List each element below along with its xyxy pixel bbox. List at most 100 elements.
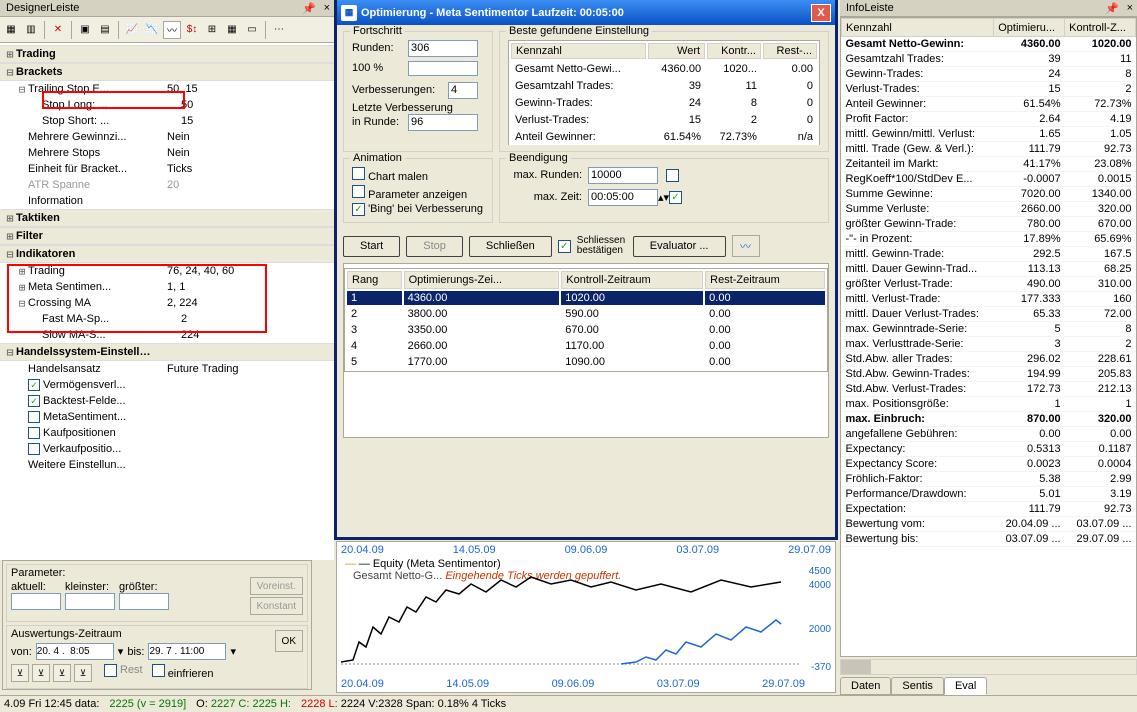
tog-1[interactable]: ⊻	[11, 664, 29, 682]
wave-icon[interactable]: 〰	[732, 235, 760, 257]
inrunde-input[interactable]	[408, 114, 478, 131]
info-tabs: Daten Sentis Eval	[840, 677, 1137, 695]
info-close-icon[interactable]: ×	[1127, 2, 1133, 14]
tree-row[interactable]: Kaufpositionen	[0, 425, 334, 441]
rest-chk[interactable]	[104, 664, 117, 677]
tree-row[interactable]: ⊞Trading	[0, 45, 334, 63]
st5v: 2224 V:2328 Span: 0.18% 4 Ticks	[341, 698, 506, 710]
tree-row[interactable]: Einheit für Bracket...Ticks	[0, 161, 334, 177]
dialog-close-icon[interactable]: X	[811, 4, 831, 22]
tool-1[interactable]: ▦	[2, 21, 20, 39]
st3: O:	[196, 698, 208, 710]
tree-row[interactable]: ✓Vermögensverl...	[0, 377, 334, 393]
tab-sentis[interactable]: Sentis	[891, 677, 944, 695]
tool-12[interactable]: ⋯	[270, 21, 288, 39]
bis-input[interactable]	[148, 643, 226, 660]
inp-kleinster[interactable]	[65, 593, 115, 610]
tree-row[interactable]: ⊞Taktiken	[0, 209, 334, 227]
info-pin-icon[interactable]: 📌	[1105, 2, 1119, 15]
tool-10[interactable]: ▦	[223, 21, 241, 39]
einf-chk[interactable]	[152, 664, 165, 677]
tool-7[interactable]: 〰	[163, 21, 181, 39]
tree-row[interactable]: MetaSentiment...	[0, 409, 334, 425]
tool-5[interactable]: 📈	[123, 21, 141, 39]
ok-btn[interactable]: OK	[275, 630, 303, 652]
tog-2[interactable]: ⊻	[32, 664, 50, 682]
tree-row[interactable]: ⊟Brackets	[0, 63, 334, 81]
tree-row[interactable]: HandelsansatzFuture Trading	[0, 361, 334, 377]
st3v: 2227 C:	[211, 698, 250, 710]
designer-title-text: DesignerLeiste	[6, 2, 79, 14]
tool-del[interactable]: ✕	[49, 21, 67, 39]
cx4: 29.07.09	[788, 544, 831, 556]
start-btn[interactable]: Start	[343, 236, 400, 257]
tog-4[interactable]: ⊻	[74, 664, 92, 682]
tog-3[interactable]: ⊻	[53, 664, 71, 682]
runden-input[interactable]	[408, 40, 478, 57]
tool-2[interactable]: ▥	[22, 21, 40, 39]
btn-voreinst[interactable]: Voreinst.	[250, 577, 303, 595]
rest-lbl: Rest	[120, 664, 143, 682]
anim-c1[interactable]	[352, 167, 365, 180]
tree-row[interactable]: Mehrere Gewinnzi...Nein	[0, 129, 334, 145]
maxrunden-chk[interactable]	[666, 169, 679, 182]
inp-groesster[interactable]	[119, 593, 169, 610]
maxzeit-input[interactable]	[588, 189, 658, 206]
designer-tree[interactable]: ⊞Trading⊟Brackets⊟Trailing Stop E...50, …	[0, 43, 334, 560]
bx1: 14.05.09	[446, 678, 489, 690]
maxzeit-chk[interactable]: ✓	[669, 191, 682, 204]
cx3: 03.07.09	[676, 544, 719, 556]
verb-input[interactable]	[448, 82, 478, 99]
tool-11[interactable]: ▭	[243, 21, 261, 39]
tree-row[interactable]: Information	[0, 193, 334, 209]
aus-title: Auswertungs-Zeitraum	[11, 628, 269, 640]
pin-icon[interactable]: 📌	[302, 2, 316, 15]
bx0: 20.04.09	[341, 678, 384, 690]
info-grid[interactable]: KennzahlOptimieru...Kontroll-Z...Gesamt …	[840, 17, 1137, 657]
designer-panel: DesignerLeiste 📌 × ▦ ▥ ✕ ▣ ▤ 📈 📉 〰 $↕ ⊞ …	[0, 0, 334, 555]
tool-3[interactable]: ▣	[76, 21, 94, 39]
evaluator-btn[interactable]: Evaluator ...	[633, 236, 726, 257]
rank-table-wrap[interactable]: RangOptimierungs-Zei...Kontroll-Zeitraum…	[343, 263, 829, 438]
anim-c3[interactable]: ✓	[352, 203, 365, 216]
tree-row[interactable]: ⊞Filter	[0, 227, 334, 245]
st4: 2225 H:	[252, 698, 291, 710]
tree-row[interactable]: Stop Short: ...15	[0, 113, 334, 129]
tree-row[interactable]: ⊞Trading76, 24, 40, 60	[0, 263, 334, 279]
h-scrollbar[interactable]	[840, 659, 1137, 675]
tree-row[interactable]: Stop Long: ...50	[0, 97, 334, 113]
close-btn[interactable]: Schließen	[469, 236, 552, 257]
pct-lbl: 100 %	[352, 62, 408, 74]
status-bar: 4.09 Fri 12:45 data: 2225 (v = 2919] O: …	[0, 695, 1137, 712]
tree-row[interactable]: ATR Spanne20	[0, 177, 334, 193]
stop-btn[interactable]: Stop	[406, 236, 463, 257]
dialog-titlebar[interactable]: ▦ Optimierung - Meta Sentimentor Laufzei…	[337, 0, 835, 25]
tree-row[interactable]: Verkaufpositio...	[0, 441, 334, 457]
anim-c2[interactable]	[352, 185, 365, 198]
close-icon[interactable]: ×	[324, 2, 330, 14]
maxrunden-input[interactable]	[588, 167, 658, 184]
tool-8[interactable]: $↕	[183, 21, 201, 39]
tree-row[interactable]: Fast MA-Sp...2	[0, 311, 334, 327]
tree-row[interactable]: ⊟Crossing MA2, 224	[0, 295, 334, 311]
confirm-chk[interactable]: ✓	[558, 240, 571, 253]
tree-row[interactable]: Mehrere StopsNein	[0, 145, 334, 161]
anim-title: Animation	[350, 152, 405, 164]
von-input[interactable]	[36, 643, 114, 660]
tree-row[interactable]: ⊟Indikatoren	[0, 245, 334, 263]
anim-c2-lbl: Parameter anzeigen	[368, 189, 467, 201]
tool-6[interactable]: 📉	[143, 21, 161, 39]
tab-daten[interactable]: Daten	[840, 677, 891, 695]
btn-konstant[interactable]: Konstant	[250, 597, 303, 615]
tree-row[interactable]: Weitere Einstellun...	[0, 457, 334, 473]
tree-row[interactable]: ⊟Trailing Stop E...50, 15	[0, 81, 334, 97]
tool-9[interactable]: ⊞	[203, 21, 221, 39]
tree-row[interactable]: Slow MA-S...224	[0, 327, 334, 343]
inp-aktuell[interactable]	[11, 593, 61, 610]
tree-row[interactable]: ⊞Meta Sentimen...1, 1	[0, 279, 334, 295]
tab-eval[interactable]: Eval	[944, 677, 987, 695]
dialog-buttons: Start Stop Schließen ✓ Schliessen bestät…	[343, 235, 829, 257]
tool-4[interactable]: ▤	[96, 21, 114, 39]
tree-row[interactable]: ✓Backtest-Felde...	[0, 393, 334, 409]
tree-row[interactable]: ⊟Handelssystem-Einstellungen	[0, 343, 334, 361]
